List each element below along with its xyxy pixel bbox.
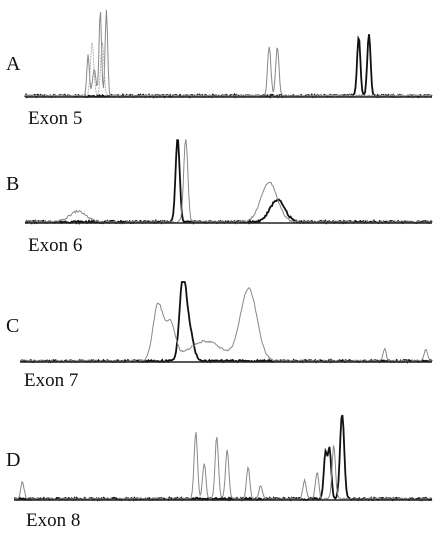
panel-a-exon-label: Exon 5 [28, 108, 82, 129]
panel-c-trace-gray [19, 287, 433, 363]
panel-d-traces [13, 414, 433, 502]
panel-b: B Exon 6 [6, 139, 433, 256]
panel-b-traces [24, 139, 433, 225]
panel-a: A Exon 5 [6, 9, 433, 129]
panel-a-trace-light [24, 42, 433, 98]
panel-b-letter: B [6, 173, 19, 195]
panel-b-exon-label: Exon 6 [28, 235, 82, 256]
panel-d-trace-gray [13, 432, 433, 501]
panel-c: C Exon 7 [6, 281, 433, 391]
panel-d-letter: D [6, 449, 20, 471]
panel-c-letter: C [6, 315, 19, 337]
panel-b-trace-dark [24, 139, 433, 225]
panel-d: D Exon 8 [6, 414, 433, 531]
panel-c-exon-label: Exon 7 [24, 370, 78, 391]
panel-a-traces [24, 9, 433, 99]
panel-a-letter: A [6, 53, 21, 75]
panel-b-trace-gray [24, 139, 433, 224]
panel-d-exon-label: Exon 8 [26, 510, 80, 531]
panel-c-traces [19, 281, 433, 364]
panel-d-trace-dark [13, 414, 433, 502]
